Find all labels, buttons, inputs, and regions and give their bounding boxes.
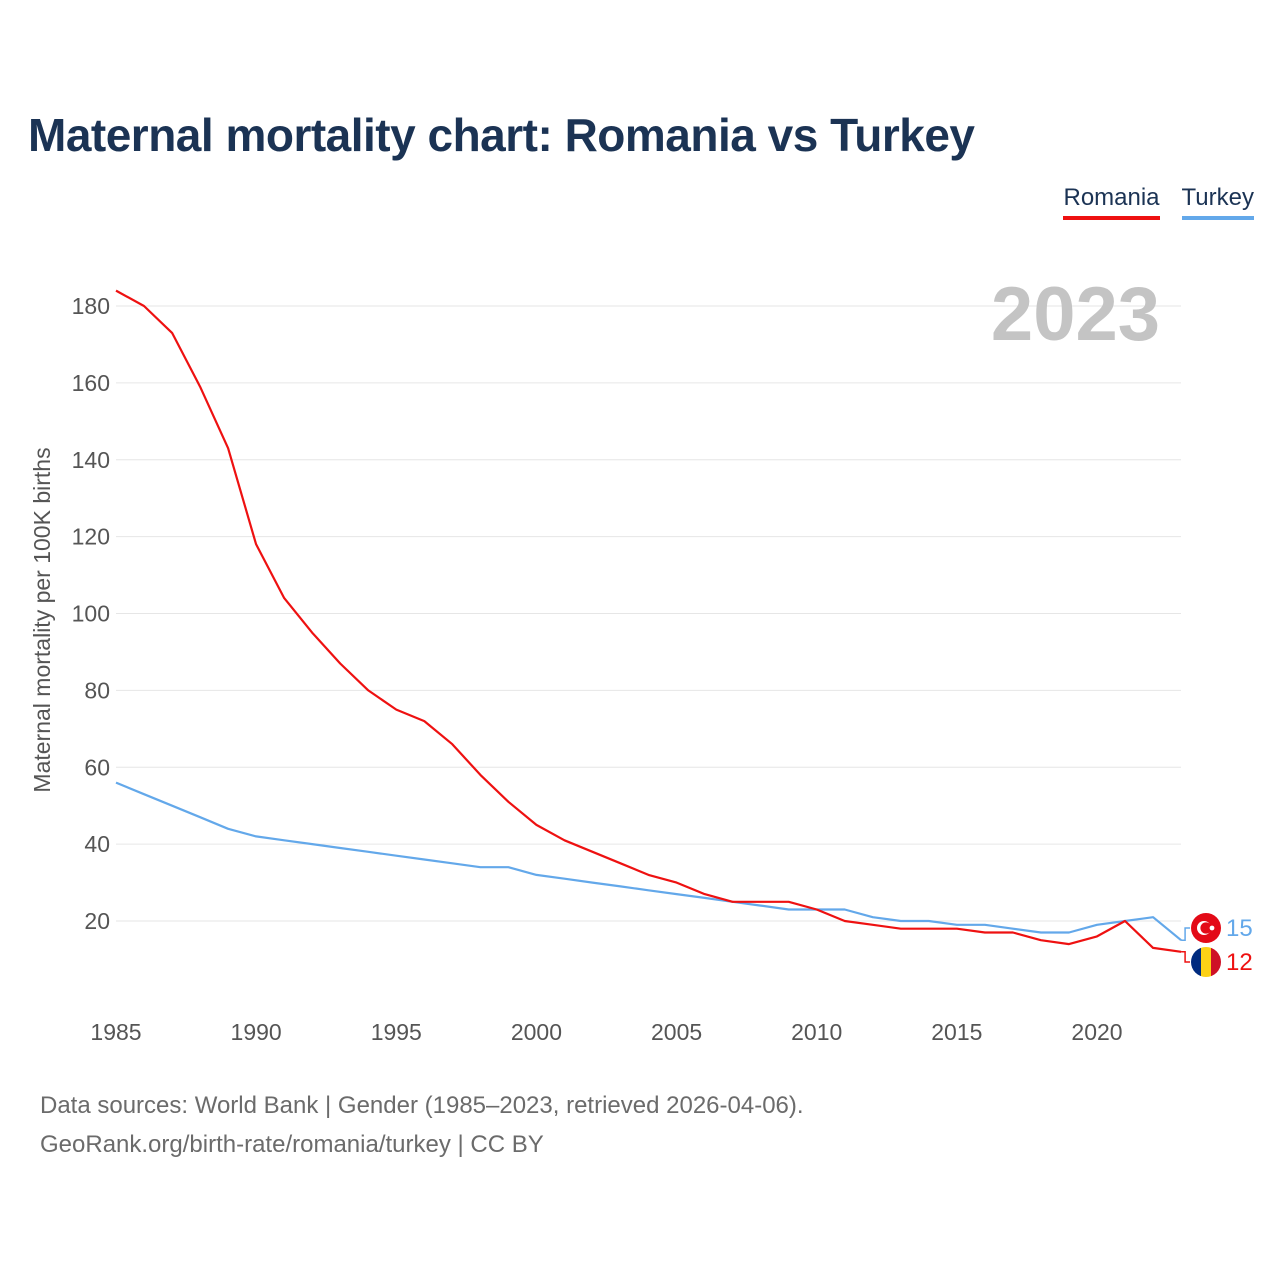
chart-title: Maternal mortality chart: Romania vs Tur… [28, 109, 975, 161]
series-line-romania [115, 289, 1182, 953]
legend-item-turkey[interactable]: Turkey [1181, 184, 1254, 220]
y-tick-label: 20 [84, 908, 110, 934]
x-axis-ticks: 1985 1990 1995 2000 2005 2010 2015 2020 [90, 1019, 1122, 1045]
y-tick-label: 80 [84, 677, 110, 703]
y-axis-ticks: 20 40 60 80 100 120 140 160 180 [72, 293, 110, 934]
y-tick-label: 40 [84, 831, 110, 857]
legend: Romania Turkey [1063, 184, 1254, 220]
end-value-turkey: 15 [1226, 915, 1253, 942]
y-tick-label: 60 [84, 754, 110, 780]
footer: Data sources: World Bank | Gender (1985–… [40, 1086, 804, 1164]
y-tick-label: 120 [72, 524, 110, 550]
flag-crescent-inner [1200, 922, 1212, 934]
flag-stripes [1191, 947, 1221, 977]
y-tick-label: 140 [72, 447, 110, 473]
turkey-flag-icon [1191, 913, 1221, 943]
connector-turkey [1181, 927, 1190, 941]
legend-item-romania[interactable]: Romania [1063, 184, 1160, 220]
flag-stripe-yellow [1201, 947, 1211, 977]
series-line-turkey [115, 781, 1182, 942]
series-lines [115, 289, 1182, 953]
end-value-romania: 12 [1226, 949, 1253, 976]
footer-sources: Data sources: World Bank | Gender (1985–… [40, 1092, 804, 1119]
x-tick-label: 2005 [651, 1019, 702, 1045]
connector-romania [1181, 951, 1190, 963]
x-tick-label: 2010 [791, 1019, 842, 1045]
x-tick-label: 2020 [1071, 1019, 1122, 1045]
gridlines [116, 305, 1181, 922]
flag-stripe-blue [1191, 947, 1201, 977]
y-tick-label: 100 [72, 601, 110, 627]
x-tick-label: 1985 [90, 1019, 141, 1045]
x-tick-label: 2000 [511, 1019, 562, 1045]
x-tick-label: 1990 [231, 1019, 282, 1045]
y-tick-label: 180 [72, 293, 110, 319]
romania-flag-icon [1191, 947, 1221, 977]
y-axis-label: Maternal mortality per 100K births [29, 447, 55, 792]
footer-link[interactable]: GeoRank.org/birth-rate/romania/turkey | … [40, 1131, 544, 1158]
x-tick-label: 1995 [371, 1019, 422, 1045]
flag-star [1209, 925, 1215, 931]
y-tick-label: 160 [72, 370, 110, 396]
flag-stripe-red [1211, 947, 1221, 977]
x-tick-label: 2015 [931, 1019, 982, 1045]
year-label: 2023 [991, 272, 1160, 357]
